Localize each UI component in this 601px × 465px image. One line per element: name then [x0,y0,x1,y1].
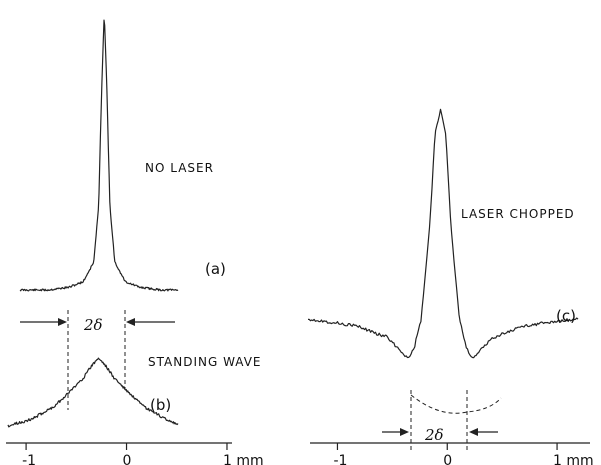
trace-laser-chopped [308,108,579,359]
arrowhead-left-b [58,318,67,326]
delta-label-c: 2δ [424,426,444,444]
x-axis-right: -1 0 1 mm [310,442,594,465]
x-axis-left: -1 0 1 mm [6,442,264,465]
axis-tick-label: 1 mm [553,453,594,465]
axis-tick-label: 1 mm [223,453,264,465]
panel-label-c: (c) [556,307,576,325]
trace-no-laser [19,19,179,292]
arrowhead-right-b [126,318,135,326]
arrowhead-left-c [400,428,409,436]
annotation-laser-chopped: LASER CHOPPED [461,207,575,221]
dashed-baseline-c [410,394,502,414]
delta-label-b: 2δ [83,316,103,334]
axis-tick-label: 0 [123,453,132,465]
axis-tick-label: -1 [22,453,36,465]
arrowhead-right-c [469,428,478,436]
axis-tick-label: 0 [443,453,452,465]
panel-label-b: (b) [150,396,171,414]
annotation-standing-wave: STANDING WAVE [148,355,262,369]
panel-label-a: (a) [205,260,226,278]
axis-tick-label: -1 [333,453,347,465]
annotation-no-laser: NO LASER [145,161,214,175]
trace-standing-wave [7,357,179,428]
